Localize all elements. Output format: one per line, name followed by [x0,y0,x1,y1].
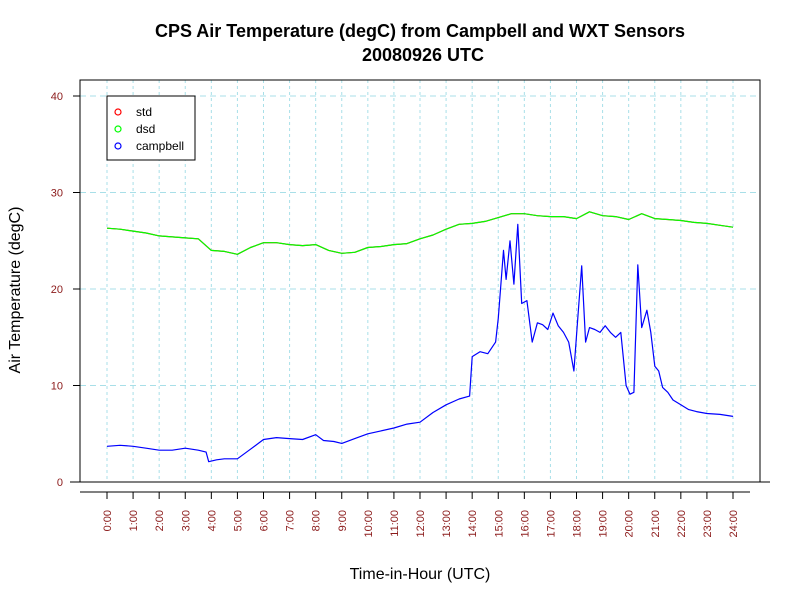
series-group [106,211,734,463]
x-tick-label: 23:00 [702,510,714,538]
x-tick-label: 13:00 [441,510,453,538]
legend: std dsd campbell [106,95,196,161]
y-tick-label: 20 [51,284,63,296]
y-axis-label: Air Temperature (degC) [7,207,24,374]
x-tick-label: 8:00 [311,510,323,531]
y-tick-label: 40 [51,91,63,103]
grid [80,80,760,483]
x-tick-label: 22:00 [676,510,688,538]
x-tick-label: 4:00 [206,510,218,531]
x-tick-label: 17:00 [545,510,557,538]
legend-marker-std [114,108,122,116]
x-tick-label: 20:00 [624,510,636,538]
x-tick-label: 0:00 [102,510,114,531]
y-tick-label: 30 [51,188,63,200]
legend-marker-campbell [114,142,122,150]
x-tick-label: 21:00 [650,510,662,538]
legend-marker-dsd [114,125,122,133]
series-line-campbell [106,223,734,463]
x-tick-label: 18:00 [572,510,584,538]
legend-label-dsd: dsd [136,122,155,136]
x-tick-label: 2:00 [154,510,166,531]
x-tick-label: 15:00 [493,510,505,538]
x-tick-label: 12:00 [415,510,427,538]
series-line-dsd [106,211,734,255]
plot-frame [79,79,761,483]
x-tick-label: 5:00 [232,510,244,531]
legend-box [106,95,196,161]
x-tick-label: 9:00 [337,510,349,531]
x-axis-label: Time-in-Hour (UTC) [350,566,491,583]
chart-title: CPS Air Temperature (degC) from Campbell… [155,21,685,41]
y-axis-ticks: 0 10 20 30 40 [51,91,80,489]
x-tick-label: 6:00 [259,510,271,531]
x-tick-label: 19:00 [598,510,610,538]
legend-label-campbell: campbell [136,139,184,153]
x-tick-label: 24:00 [728,510,740,538]
x-tick-label: 3:00 [180,510,192,531]
x-tick-label: 16:00 [519,510,531,538]
y-tick-label: 0 [57,477,63,489]
x-tick-label: 10:00 [363,510,375,538]
x-tick-label: 7:00 [285,510,297,531]
x-axis-ticks: 0:00 1:00 2:00 3:00 4:00 5:00 6:00 7:00 8:00 9:00… [102,492,740,538]
x-tick-label: 14:00 [467,510,479,538]
legend-label-std: std [136,105,152,119]
x-tick-label: 1:00 [128,510,140,531]
x-tick-label: 11:00 [389,510,401,537]
y-tick-label: 10 [51,381,63,393]
chart-subtitle: 20080926 UTC [362,45,484,65]
